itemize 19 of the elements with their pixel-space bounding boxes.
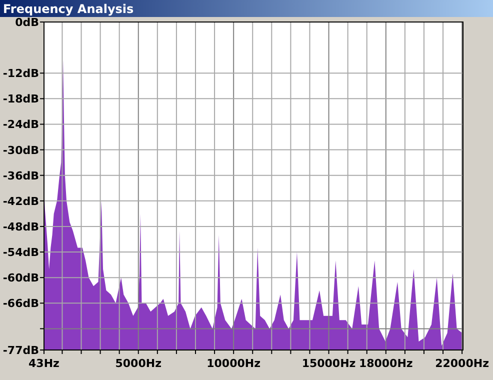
y-tick-label: -36dB bbox=[2, 169, 39, 182]
x-tick-label: 10000Hz bbox=[206, 357, 261, 370]
y-tick-label: -18dB bbox=[2, 92, 39, 106]
y-tick-label: -12dB bbox=[2, 67, 39, 80]
y-tick-label: -54dB bbox=[2, 246, 39, 260]
x-tick-label: 18000Hz bbox=[358, 357, 413, 370]
y-tick-label: -60dB bbox=[2, 272, 39, 285]
y-tick-label: -48dB bbox=[2, 220, 39, 234]
y-tick-label: -66dB bbox=[2, 297, 39, 310]
y-tick-label: -30dB bbox=[2, 144, 39, 157]
y-tick-label: -77dB bbox=[2, 344, 39, 357]
y-tick-label: -24dB bbox=[2, 118, 39, 132]
x-tick-label: 15000Hz bbox=[302, 357, 356, 370]
x-tick-label: 43Hz bbox=[28, 357, 60, 370]
x-tick-label: 22000Hz bbox=[435, 357, 489, 370]
x-tick-label: 5000Hz bbox=[115, 357, 162, 370]
chart-title: Frequency Analysis bbox=[3, 2, 134, 16]
y-tick-label: -42dB bbox=[2, 194, 39, 208]
y-tick-label: 0dB bbox=[15, 16, 39, 29]
